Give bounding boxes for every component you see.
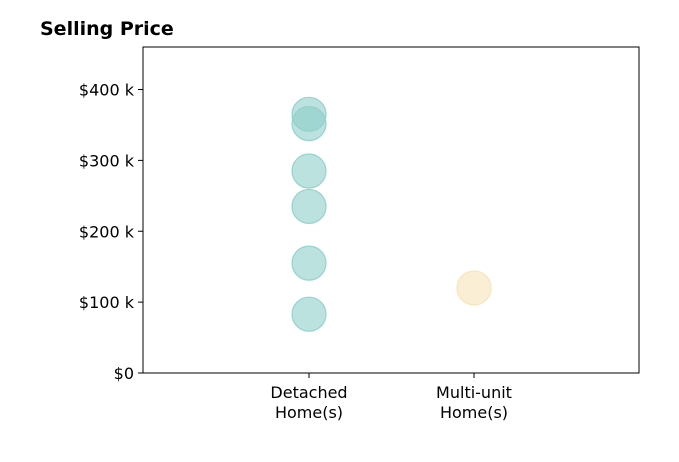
y-axis: $0 $100 k $200 k $300 k $400 k [79, 81, 143, 383]
x-tick-label: Multi-unit [436, 383, 512, 402]
x-tick-label: Detached [270, 383, 347, 402]
y-tick-label: $300 k [79, 151, 135, 170]
data-point [291, 245, 327, 281]
x-tick-label: Home(s) [440, 403, 508, 422]
data-point [291, 105, 327, 142]
data-points [291, 96, 492, 332]
y-tick-label: $100 k [79, 293, 135, 312]
y-tick-label: $400 k [79, 81, 135, 100]
plot-area-frame [142, 46, 640, 374]
y-tick-label: $0 [114, 364, 134, 383]
data-point [456, 270, 492, 306]
chart-title: Selling Price [40, 18, 174, 40]
y-tick-label: $200 k [79, 222, 135, 241]
data-point [291, 153, 327, 189]
x-tick-label: Home(s) [275, 403, 343, 422]
data-point [291, 296, 327, 332]
data-point [291, 188, 327, 225]
